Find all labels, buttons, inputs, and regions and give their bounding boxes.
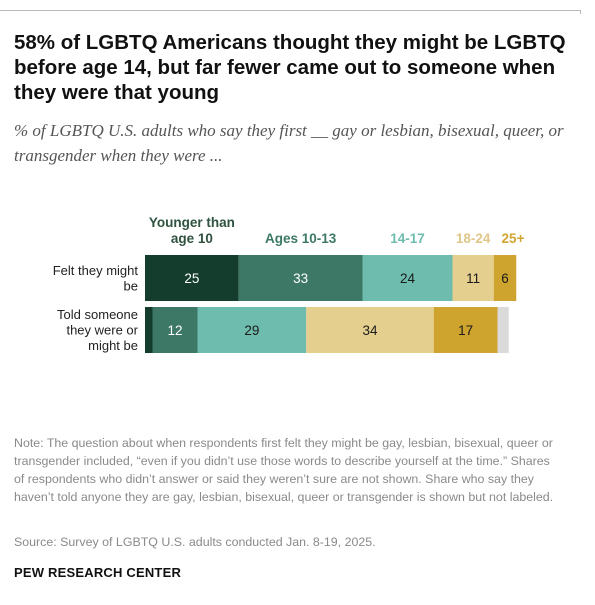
bar-segment: [497, 307, 509, 353]
value-label: 33: [293, 271, 308, 286]
legend-label: 25+: [502, 231, 525, 246]
value-label: 34: [362, 323, 378, 338]
value-label: 17: [458, 323, 473, 338]
legend-label: 14-17: [390, 231, 425, 246]
legend-label: Younger than age 10: [149, 215, 235, 246]
bar-segment: [306, 307, 434, 353]
legend-label: Ages 10-13: [265, 231, 337, 246]
bar-segment: [145, 255, 239, 301]
bar-segment: [493, 255, 517, 301]
top-rule-tick: [580, 10, 581, 14]
bar-segment: [145, 307, 153, 353]
chart-note: Note: The question about when respondent…: [14, 436, 554, 504]
bar-segment: [433, 307, 498, 353]
chart-title: 58% of LGBTQ Americans thought they migh…: [14, 31, 566, 104]
value-label: 12: [167, 323, 182, 338]
bar-segment: [452, 255, 494, 301]
brand-name: PEW RESEARCH CENTER: [14, 565, 182, 580]
bar-segment: [197, 307, 307, 353]
chart-source: Source: Survey of LGBTQ U.S. adults cond…: [14, 535, 376, 549]
value-label: 29: [244, 323, 259, 338]
bar-segment: [152, 307, 198, 353]
bar-segment: [362, 255, 453, 301]
value-label: 6: [501, 271, 509, 286]
value-label: 11: [466, 271, 480, 286]
bar-segment: [238, 255, 363, 301]
row-label: Felt they might be: [53, 263, 139, 294]
chart-subtitle: % of LGBTQ U.S. adults who say they firs…: [14, 121, 564, 165]
value-label: 25: [184, 271, 199, 286]
stacked-bar-chart: 25 33 24 11 6 Felt they might be 12 29 34 17 Told s…: [53, 215, 525, 353]
top-rule: [0, 10, 581, 11]
row-label: Told someone they were or might be: [57, 307, 139, 353]
value-label: 24: [400, 271, 416, 286]
legend-label: 18-24: [456, 231, 491, 246]
